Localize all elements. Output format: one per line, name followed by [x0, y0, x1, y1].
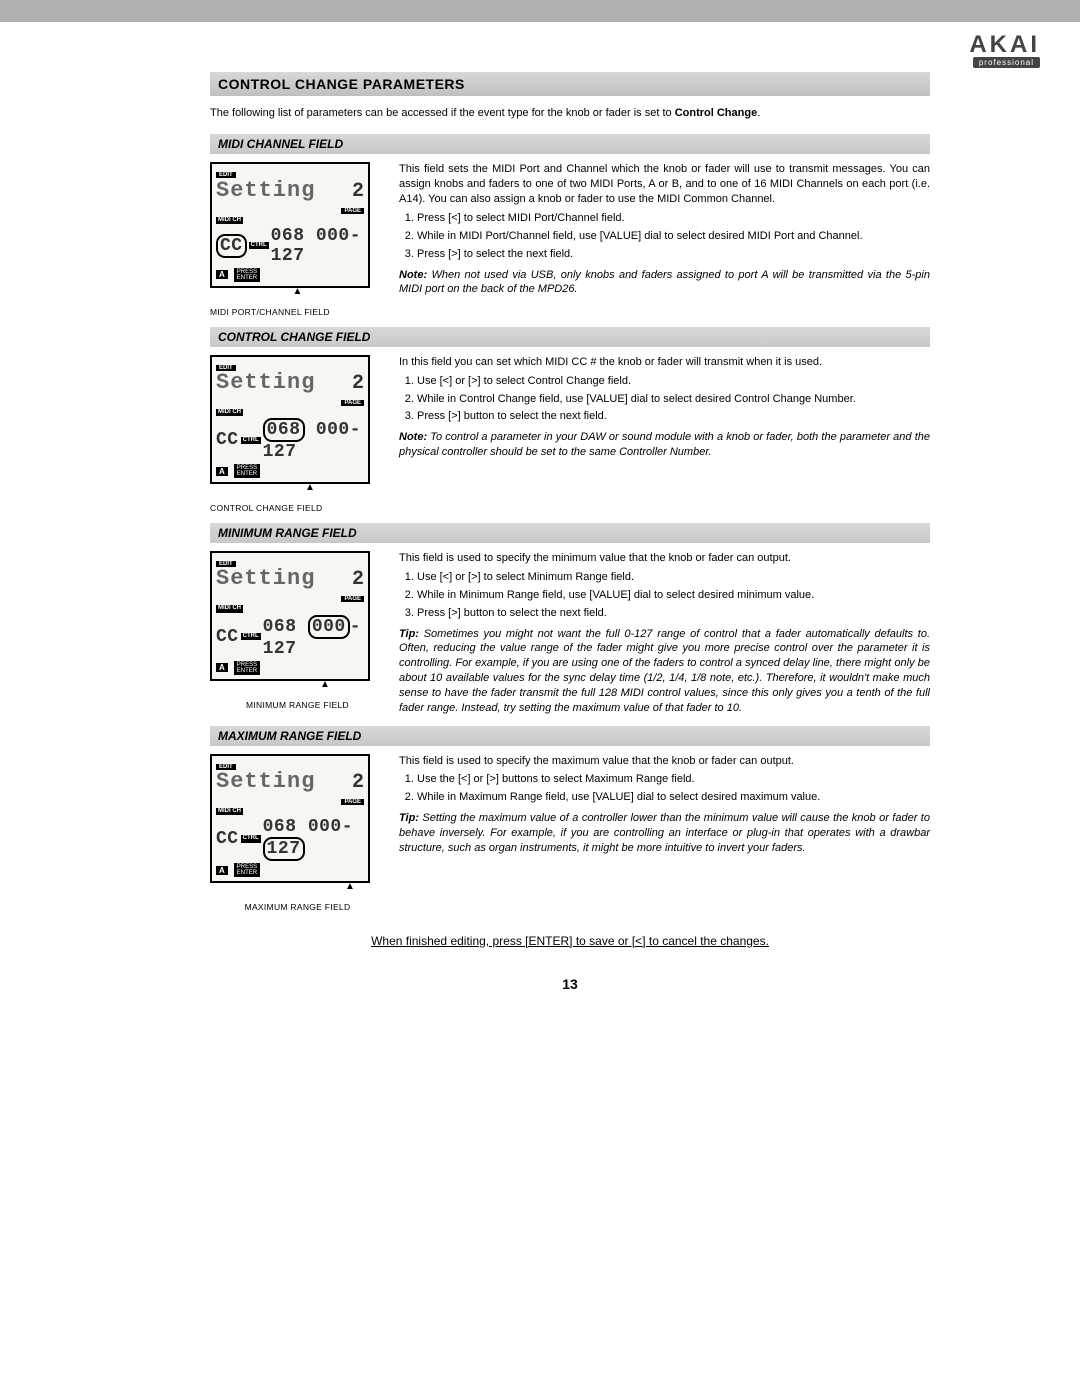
lcd-ctrl: CTRL: [241, 633, 261, 640]
block-min: EDIT Setting 2 PAGE MIDI CH CC CTRL 068 …: [210, 551, 930, 715]
lcd-page-num: 2: [352, 180, 364, 203]
lcd-page-num: 2: [352, 568, 364, 591]
lcd-ctrl: CTRL: [241, 437, 261, 444]
lcd-page-num: 2: [352, 771, 364, 794]
step: While in Control Change field, use [VALU…: [417, 392, 930, 407]
lcd-cc: CC: [216, 234, 247, 258]
lcd-page-label: PAGE: [341, 400, 364, 406]
steps-max: Use the [<] or [>] buttons to select Max…: [399, 772, 930, 805]
text-midi: This field sets the MIDI Port and Channe…: [399, 162, 930, 316]
lcd-setting: Setting: [216, 569, 315, 590]
text-min: This field is used to specify the minimu…: [399, 551, 930, 715]
step: Press [>] to select the next field.: [417, 247, 930, 262]
lcd-cc-txt: CC: [216, 829, 239, 849]
lcd-page-label: PAGE: [341, 799, 364, 805]
text-cc: In this field you can set which MIDI CC …: [399, 355, 930, 513]
lcd-setting: Setting: [216, 772, 315, 793]
lcd-a: A: [216, 467, 228, 476]
lcd-page-label: PAGE: [341, 596, 364, 602]
lcd-setting: Setting: [216, 181, 315, 202]
lcd-press-enter: PRESSENTER: [234, 661, 260, 675]
desc-midi: This field sets the MIDI Port and Channe…: [399, 162, 930, 207]
lcd-values-max: 068 000-127: [263, 817, 364, 861]
page-number: 13: [210, 976, 930, 992]
heading-midi: MIDI CHANNEL FIELD: [210, 134, 930, 154]
lcd-press-enter: PRESSENTER: [234, 464, 260, 478]
page-title: Control Change Parameters: [210, 72, 930, 96]
lcd-midich: MIDI CH: [216, 409, 243, 416]
desc-max: This field is used to specify the maximu…: [399, 754, 930, 769]
step: While in Maximum Range field, use [VALUE…: [417, 790, 930, 805]
lcd-min: EDIT Setting 2 PAGE MIDI CH CC CTRL 068 …: [210, 551, 370, 680]
lcd-midi: EDIT Setting 2 PAGE MIDI CH CC CTRL 068 …: [210, 162, 370, 287]
steps-cc: Use [<] or [>] to select Control Change …: [399, 374, 930, 425]
lcd-cc-txt: CC: [216, 627, 239, 647]
steps-midi: Press [<] to select MIDI Port/Channel fi…: [399, 211, 930, 262]
text-max: This field is used to specify the maximu…: [399, 754, 930, 912]
step: Press [<] to select MIDI Port/Channel fi…: [417, 211, 930, 226]
lcd-midich: MIDI CH: [216, 808, 243, 815]
intro-post: .: [757, 107, 760, 119]
lcd-cc-txt: CC: [216, 430, 239, 450]
content: Control Change Parameters The following …: [170, 72, 970, 1032]
lcd-a: A: [216, 270, 228, 279]
lcd-page-num: 2: [352, 372, 364, 395]
caption-midi: MIDI PORT/CHANNEL FIELD: [210, 307, 385, 317]
block-max: EDIT Setting 2 PAGE MIDI CH CC CTRL 068 …: [210, 754, 930, 912]
caption-cc: CONTROL CHANGE FIELD: [210, 503, 385, 513]
desc-min: This field is used to specify the minimu…: [399, 551, 930, 566]
heading-min: MINIMUM RANGE FIELD: [210, 523, 930, 543]
intro-text: The following list of parameters can be …: [210, 106, 930, 121]
note-min: Tip: Sometimes you might not want the fu…: [399, 627, 930, 716]
intro-pre: The following list of parameters can be …: [210, 107, 675, 119]
lcd-values-cc: 068 000- 127: [263, 418, 364, 462]
step: Use the [<] or [>] buttons to select Max…: [417, 772, 930, 787]
finish-line: When finished editing, press [ENTER] to …: [210, 934, 930, 948]
intro-bold: Control Change: [675, 107, 758, 119]
lcd-a: A: [216, 866, 228, 875]
lcd-ctrl: CTRL: [241, 835, 261, 842]
step: Use [<] or [>] to select Control Change …: [417, 374, 930, 389]
desc-cc: In this field you can set which MIDI CC …: [399, 355, 930, 370]
lcd-ctrl: CTRL: [249, 242, 269, 249]
page: AKAI professional Control Change Paramet…: [0, 0, 1080, 1032]
note-max: Tip: Setting the maximum value of a cont…: [399, 811, 930, 856]
note-midi: Note: When not used via USB, only knobs …: [399, 268, 930, 298]
lcd-page-label: PAGE: [341, 208, 364, 214]
lcd-midich: MIDI CH: [216, 605, 243, 612]
caption-min: MINIMUM RANGE FIELD: [210, 700, 385, 710]
lcd-values: 068 000- 127: [271, 226, 364, 266]
brand-logo: AKAI professional: [969, 34, 1040, 68]
step: Press [>] button to select the next fiel…: [417, 409, 930, 424]
lcd-press-enter: PRESSENTER: [234, 863, 260, 877]
lcd-press-enter: PRESSENTER: [234, 268, 260, 282]
lcd-max: EDIT Setting 2 PAGE MIDI CH CC CTRL 068 …: [210, 754, 370, 883]
step: While in Minimum Range field, use [VALUE…: [417, 588, 930, 603]
heading-max: MAXIMUM RANGE FIELD: [210, 726, 930, 746]
logo-text: AKAI: [969, 34, 1040, 56]
caption-max: MAXIMUM RANGE FIELD: [210, 902, 385, 912]
step: Use [<] or [>] to select Minimum Range f…: [417, 570, 930, 585]
step: While in MIDI Port/Channel field, use [V…: [417, 229, 930, 244]
steps-min: Use [<] or [>] to select Minimum Range f…: [399, 570, 930, 621]
top-bar: [0, 0, 1080, 22]
logo-sub: professional: [973, 57, 1040, 68]
lcd-a: A: [216, 663, 228, 672]
header: AKAI professional: [0, 22, 1080, 72]
lcd-setting: Setting: [216, 373, 315, 394]
step: Press [>] button to select the next fiel…: [417, 606, 930, 621]
lcd-midich: MIDI CH: [216, 217, 243, 224]
heading-cc: CONTROL CHANGE FIELD: [210, 327, 930, 347]
note-cc: Note: To control a parameter in your DAW…: [399, 430, 930, 460]
block-midi: EDIT Setting 2 PAGE MIDI CH CC CTRL 068 …: [210, 162, 930, 316]
block-cc: EDIT Setting 2 PAGE MIDI CH CC CTRL 068 …: [210, 355, 930, 513]
lcd-values-min: 068 000- 127: [263, 615, 364, 659]
lcd-cc: EDIT Setting 2 PAGE MIDI CH CC CTRL 068 …: [210, 355, 370, 484]
